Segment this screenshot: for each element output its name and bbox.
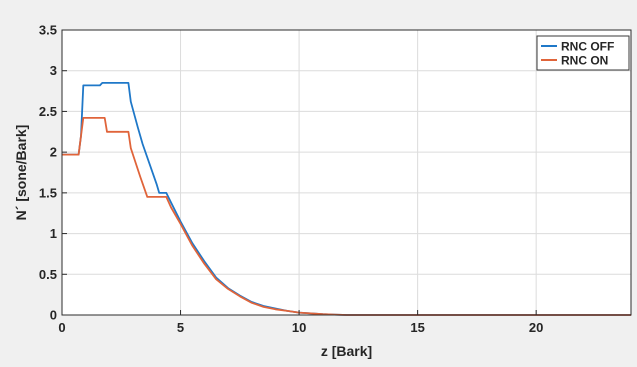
y-tick-label: 1.5 (39, 185, 57, 200)
y-tick-label: 3 (50, 63, 57, 78)
x-tick-label: 20 (529, 320, 543, 335)
series-layer (62, 82, 631, 316)
series-line-rnc-on (62, 117, 631, 316)
y-tick-label: 2 (50, 145, 57, 160)
tick-layer: 0 5 10 15 20 0 0.5 1 1.5 2 2.5 3 3.5 (39, 23, 543, 336)
plot-frame (61, 29, 632, 316)
legend-entry: RNC OFF (561, 40, 614, 54)
y-tick-label: 2.5 (39, 104, 57, 119)
y-axis-label: N´ [sone/Bark] (13, 125, 29, 221)
x-tick-label: 5 (177, 320, 184, 335)
plot-area (62, 30, 631, 315)
x-tick-label: 10 (292, 320, 306, 335)
x-axis-label: z [Bark] (321, 343, 372, 359)
x-tick-label: 15 (410, 320, 424, 335)
legend-entry: RNC ON (561, 54, 608, 68)
y-tick-label: 0 (50, 308, 57, 323)
y-tick-label: 3.5 (39, 23, 57, 38)
legend-box (536, 35, 630, 71)
x-tick-label: 0 (58, 320, 65, 335)
y-tick-label: 1 (50, 226, 57, 241)
grid-layer (61, 29, 631, 316)
y-tick-label: 0.5 (39, 267, 57, 282)
